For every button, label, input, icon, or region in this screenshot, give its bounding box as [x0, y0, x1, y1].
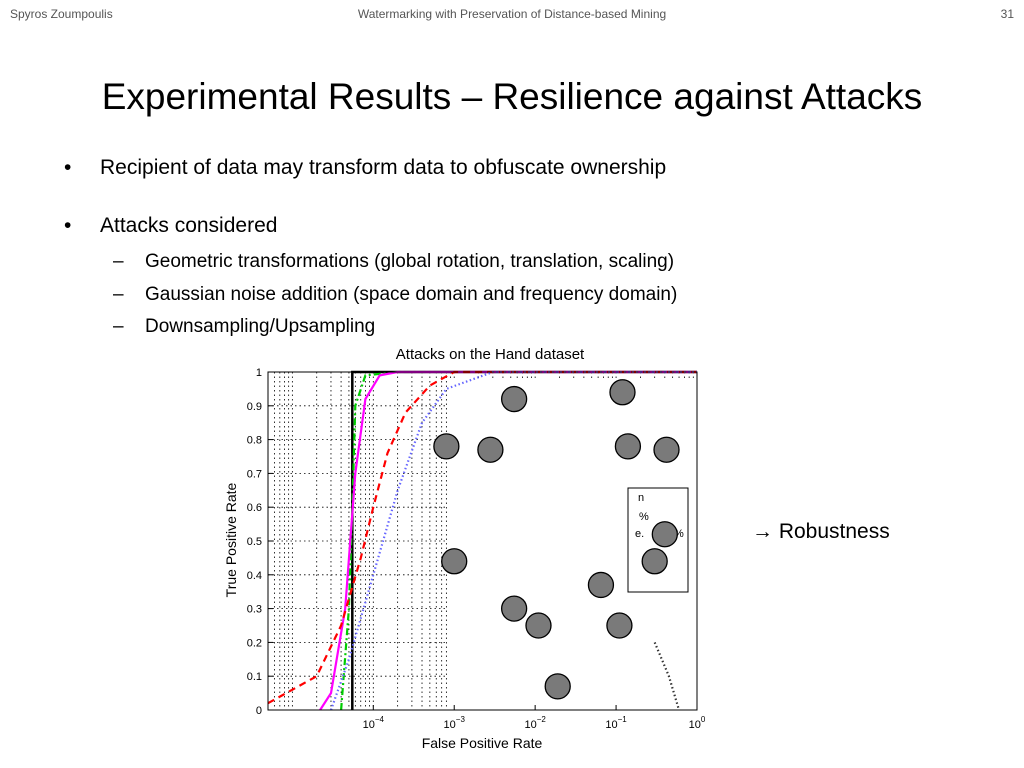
robustness-annotation: → Robustness	[752, 520, 890, 543]
x-tick-label: 10−1	[605, 715, 627, 731]
axes: 0 0.1 0.2 0.3 0.4 0.5 0.6 0.7 0.8 0.9 1 10−4 10−3 10−…	[247, 367, 706, 731]
bullet-marker: •	[64, 156, 72, 179]
y-tick-label: 0.4	[247, 570, 262, 582]
data-marker	[606, 612, 633, 639]
sub-bullet-marker: –	[113, 251, 124, 272]
x-tick-label: 10−3	[444, 715, 466, 731]
legend-fragment: e.	[635, 528, 644, 540]
bullet-text: Recipient of data may transform data to …	[100, 156, 667, 179]
header-slide-number: 31	[1000, 7, 1014, 21]
sub-bullet-text: Gaussian noise addition (space domain an…	[145, 284, 678, 305]
plot-frame	[267, 371, 698, 711]
roc-chart: Attacks on the Hand dataset False Positi…	[223, 346, 706, 751]
sub-bullet-marker: –	[113, 316, 124, 337]
sub-bullet-text: Downsampling/Upsampling	[145, 316, 376, 337]
data-marker	[477, 436, 504, 463]
slide-title: Experimental Results – Resilience agains…	[101, 76, 923, 117]
y-tick-label: 0.8	[247, 435, 262, 447]
data-marker	[525, 612, 552, 639]
data-marker	[609, 379, 636, 406]
x-tick-label: 10−4	[363, 715, 385, 731]
marker-group	[433, 379, 680, 700]
x-tick-label: 10−2	[524, 715, 546, 731]
y-tick-label: 0.9	[247, 401, 262, 413]
sub-bullet-text: Geometric transformations (global rotati…	[145, 251, 675, 272]
sub-bullet-marker: –	[113, 284, 124, 305]
bullet-marker: •	[64, 214, 72, 237]
data-marker	[587, 571, 615, 599]
legend-fragment: %	[674, 528, 684, 540]
legend-fragment: n	[638, 492, 644, 504]
header-talk-title: Watermarking with Preservation of Distan…	[357, 7, 667, 21]
data-marker	[500, 385, 528, 413]
chart-title: Attacks on the Hand dataset	[396, 346, 585, 363]
y-tick-label: 1	[256, 367, 262, 379]
bullet-text: Attacks considered	[100, 214, 278, 237]
x-axis-label: False Positive Rate	[422, 735, 543, 751]
data-marker	[641, 548, 668, 575]
y-tick-label: 0.1	[247, 671, 262, 683]
series-line-4	[267, 370, 697, 705]
data-marker	[441, 548, 468, 575]
y-tick-label: 0.5	[247, 536, 262, 548]
data-marker	[500, 595, 528, 622]
y-axis-label: True Positive Rate	[223, 482, 239, 597]
series-line-5	[329, 370, 697, 711]
legend-fragment: %	[639, 511, 649, 523]
legend-box: n% e.%	[448, 378, 697, 710]
data-marker	[544, 673, 571, 700]
y-tick-label: 0.7	[247, 468, 262, 480]
series-line-6	[653, 641, 681, 711]
data-marker	[651, 521, 678, 548]
y-tick-label: 0.6	[247, 502, 262, 514]
data-marker	[614, 433, 642, 460]
y-tick-label: 0	[256, 705, 262, 717]
data-marker	[653, 436, 680, 463]
header-author: Spyros Zoumpoulis	[10, 7, 113, 21]
y-tick-label: 0.3	[247, 604, 262, 616]
y-tick-label: 0.2	[247, 637, 262, 649]
series-line-2	[340, 370, 697, 711]
data-marker	[433, 433, 460, 460]
x-tick-label: 100	[689, 715, 706, 731]
